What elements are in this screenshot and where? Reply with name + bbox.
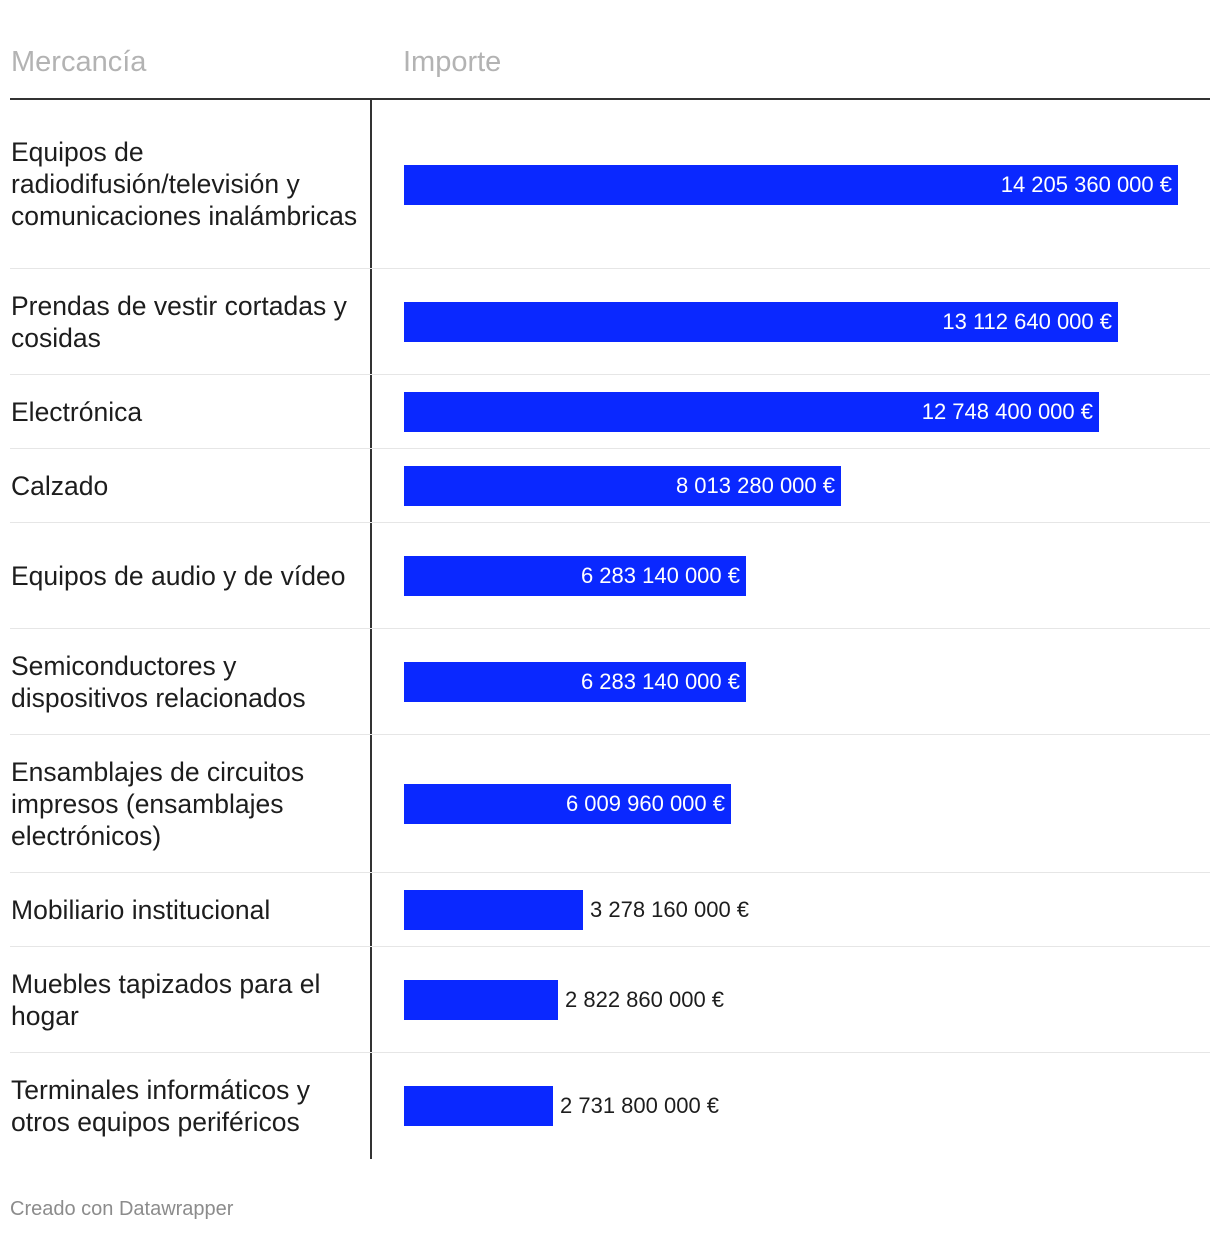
table-row: Semiconductores y dispositivos relaciona…: [10, 629, 1210, 735]
column-divider: [370, 947, 372, 1052]
table-header: Mercancía Importe: [10, 44, 1210, 98]
row-label: Terminales informáticos y otros equipos …: [11, 1075, 310, 1137]
table-row: Electrónica 12 748 400 000 €: [10, 375, 1210, 449]
row-label: Prendas de vestir cortadas y cosidas: [11, 290, 347, 353]
bar: [404, 784, 731, 824]
bar: [404, 556, 746, 596]
bar-value-label: 8 013 280 000 €: [675, 473, 835, 498]
bar: [404, 1086, 553, 1126]
column-header-mercancia: Mercancía: [11, 46, 147, 78]
bar-value-label: 2 731 800 000 €: [560, 1093, 720, 1118]
table-row: Equipos de audio y de vídeo 6 283 140 000…: [10, 523, 1210, 629]
row-label: Electrónica: [11, 396, 143, 427]
table-row: Mobiliario institucional 3 278 160 000 €: [10, 873, 1210, 947]
row-label: Calzado: [11, 470, 109, 501]
bar-value-label: 12 748 400 000 €: [921, 399, 1093, 424]
column-divider: [370, 1053, 372, 1159]
column-divider: [370, 735, 372, 872]
bar: [404, 302, 1118, 342]
column-divider: [370, 375, 372, 448]
row-label: Equipos de radiodifusión/televisión y co…: [11, 137, 358, 231]
bar-value-label: 6 283 140 000 €: [580, 669, 740, 694]
footer-credit: Creado con Datawrapper: [10, 1198, 234, 1220]
table-row: Prendas de vestir cortadas y cosidas 13 1…: [10, 269, 1210, 375]
bar-value-label: 6 009 960 000 €: [565, 791, 725, 816]
bar: [404, 662, 746, 702]
bar-value-label: 6 283 140 000 €: [580, 563, 740, 588]
table-row: Terminales informáticos y otros equipos …: [10, 1053, 1210, 1159]
bar: [404, 392, 1099, 432]
table-row: Ensamblajes de circuitos impresos (ensam…: [10, 735, 1210, 873]
row-label: Equipos de audio y de vídeo: [11, 560, 346, 591]
bar: [404, 890, 583, 930]
bar: [404, 466, 841, 506]
column-divider: [370, 629, 372, 734]
bar: [404, 980, 558, 1020]
row-label: Muebles tapizados para el hogar: [11, 968, 321, 1031]
bar-value-label: 2 822 860 000 €: [565, 987, 725, 1012]
column-divider: [370, 100, 372, 268]
table-row: Muebles tapizados para el hogar 2 822 860…: [10, 947, 1210, 1053]
table-row: Calzado 8 013 280 000 €: [10, 449, 1210, 523]
bar-table: Equipos de radiodifusión/televisión y co…: [10, 100, 1210, 1159]
bar: [404, 165, 1178, 205]
column-divider: [370, 873, 372, 946]
column-divider: [370, 269, 372, 374]
column-divider: [370, 449, 372, 522]
column-divider: [370, 523, 372, 628]
header-rule: [10, 98, 1210, 100]
row-label: Mobiliario institucional: [11, 894, 271, 925]
table-row: Equipos de radiodifusión/televisión y co…: [10, 100, 1210, 269]
row-label: Semiconductores y dispositivos relaciona…: [11, 650, 306, 713]
bar-value-label: 14 205 360 000 €: [1000, 172, 1172, 197]
row-label: Ensamblajes de circuitos impresos (ensam…: [11, 756, 305, 851]
bar-value-label: 13 112 640 000 €: [942, 309, 1112, 334]
column-header-importe: Importe: [403, 46, 502, 78]
bar-value-label: 3 278 160 000 €: [590, 897, 750, 922]
